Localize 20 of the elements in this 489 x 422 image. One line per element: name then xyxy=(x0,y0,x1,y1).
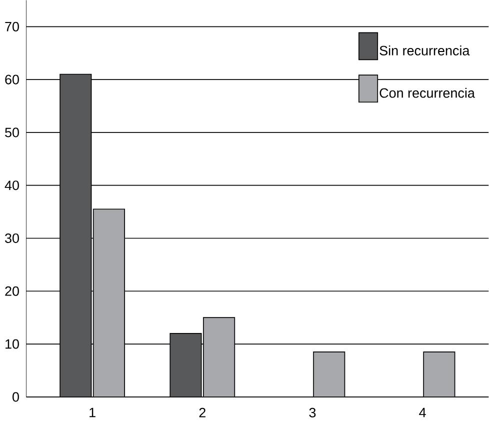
x-tick-label: 1 xyxy=(90,408,96,418)
bar xyxy=(170,333,202,397)
x-tick-label: 3 xyxy=(309,408,316,418)
legend-label: Con recurrencia xyxy=(380,88,475,98)
x-tick-label: 4 xyxy=(419,408,426,418)
bar xyxy=(92,208,125,397)
bar xyxy=(60,74,92,397)
y-tick-label: 70 xyxy=(5,22,19,32)
y-tick-label: 0 xyxy=(12,392,19,402)
y-tick-label: 60 xyxy=(5,74,19,84)
y-tick-label: 30 xyxy=(5,234,19,244)
y-tick-label: 40 xyxy=(4,180,19,190)
y-tick-label: 10 xyxy=(6,339,19,349)
y-tick-label: 20 xyxy=(5,286,19,296)
y-tick-label: 50 xyxy=(5,128,19,138)
x-tick-label: 2 xyxy=(199,408,206,418)
bar xyxy=(423,352,456,397)
legend-label: Sin recurrencia xyxy=(380,46,470,56)
bar xyxy=(313,352,346,397)
bar xyxy=(203,317,236,397)
